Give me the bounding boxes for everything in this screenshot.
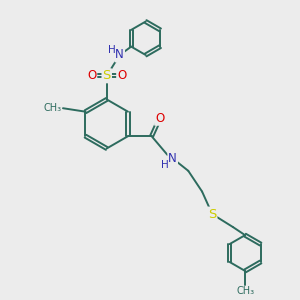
Text: N: N <box>168 152 177 165</box>
Text: O: O <box>155 112 164 125</box>
Text: O: O <box>117 69 126 82</box>
Text: H: H <box>108 45 116 55</box>
Text: S: S <box>208 208 216 220</box>
Text: CH₃: CH₃ <box>44 103 62 113</box>
Text: N: N <box>115 49 124 62</box>
Text: O: O <box>87 69 96 82</box>
Text: S: S <box>103 69 111 82</box>
Text: H: H <box>161 160 169 170</box>
Text: CH₃: CH₃ <box>236 286 254 296</box>
